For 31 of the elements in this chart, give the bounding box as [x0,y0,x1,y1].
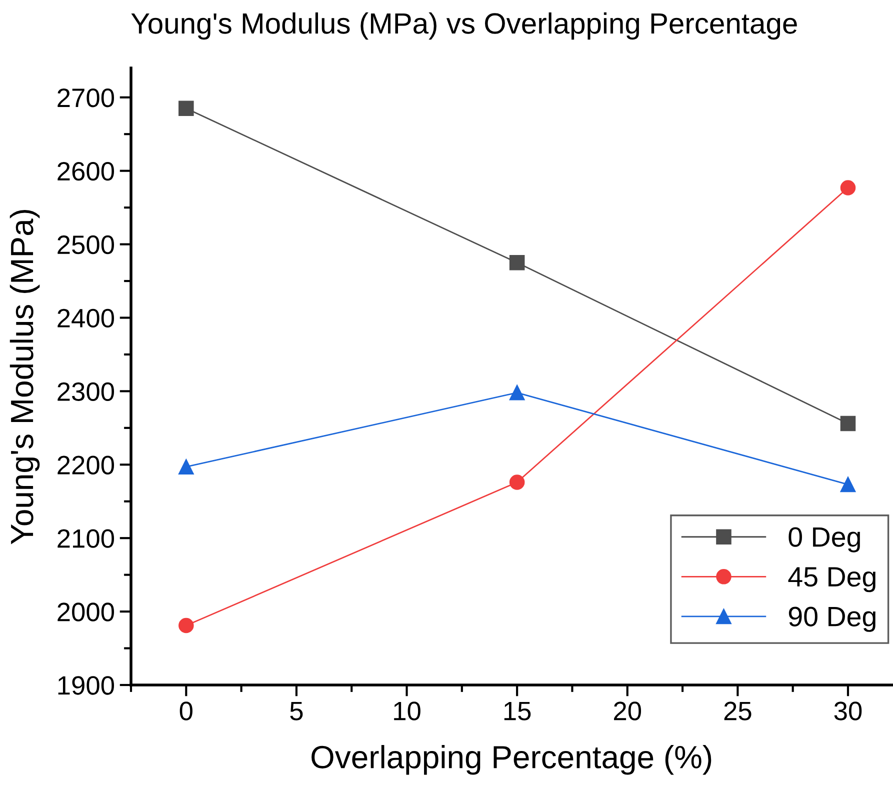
x-tick-label: 0 [180,702,192,720]
y-tick-label: 2700 [58,88,114,108]
legend-label: 0 Deg [788,527,860,552]
x-tick-label: 25 [724,702,752,720]
x-axis-title: Overlapping Percentage (%) [312,745,712,775]
point [840,416,856,432]
point [509,474,525,490]
y-tick-label: 2400 [58,308,114,328]
point [178,459,194,474]
point [509,385,525,400]
x-tick-label: 15 [504,702,531,720]
point [509,255,525,270]
x-tick-label: 20 [614,702,642,720]
y-tick-label: 2600 [58,162,114,181]
point [178,618,194,634]
y-tick-label: 2100 [58,529,114,548]
y-tick-label: 2300 [58,382,114,402]
x-tick-label: 5 [290,702,303,720]
y-tick-label: 2500 [58,235,114,254]
chart-title: Young's Modulus (MPa) vs Overlapping Percentage [131,12,797,40]
y-tick-label: 1900 [58,676,114,695]
legend-label: 45 Deg [788,567,876,592]
point [840,180,856,196]
y-tick-label: 2000 [58,602,114,622]
point [840,476,856,492]
y-tick-label: 2200 [58,456,114,474]
x-tick-label: 30 [834,702,862,720]
legend-label: 90 Deg [788,606,876,632]
x-tick-label: 10 [394,702,420,720]
y-axis-title: Young's Modulus (MPa) [10,210,40,544]
point [178,100,194,116]
